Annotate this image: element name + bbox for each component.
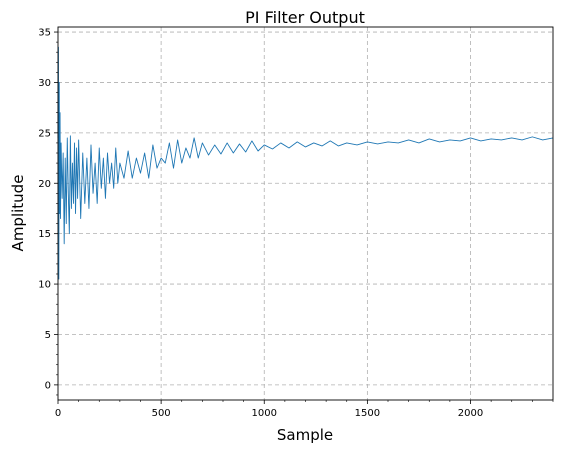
- series-line: [57, 46, 554, 280]
- x-axis-label: Sample: [277, 426, 333, 444]
- y-axis-label: Amplitude: [9, 175, 27, 252]
- y-tick-label: 30: [38, 78, 51, 89]
- y-tick-label: 25: [38, 128, 51, 139]
- x-tick-label: 1500: [355, 408, 380, 419]
- y-tick-label: 35: [38, 28, 51, 39]
- chart-title: PI Filter Output: [245, 8, 365, 27]
- ticks: 0 500 1000 1500 2000 0 5 10 15 20 25 30 35: [38, 28, 554, 419]
- x-tick-label: 0: [55, 408, 61, 419]
- y-tick-label: 5: [45, 330, 51, 341]
- y-tick-label: 0: [45, 380, 51, 391]
- x-tick-label: 500: [152, 408, 171, 419]
- y-tick-label: 15: [38, 229, 51, 240]
- x-tick-label: 1000: [252, 408, 277, 419]
- y-tick-label: 10: [38, 280, 51, 291]
- y-tick-label: 20: [38, 179, 51, 190]
- grid: [58, 27, 553, 400]
- data-layer: [57, 46, 554, 280]
- x-tick-label: 2000: [458, 408, 483, 419]
